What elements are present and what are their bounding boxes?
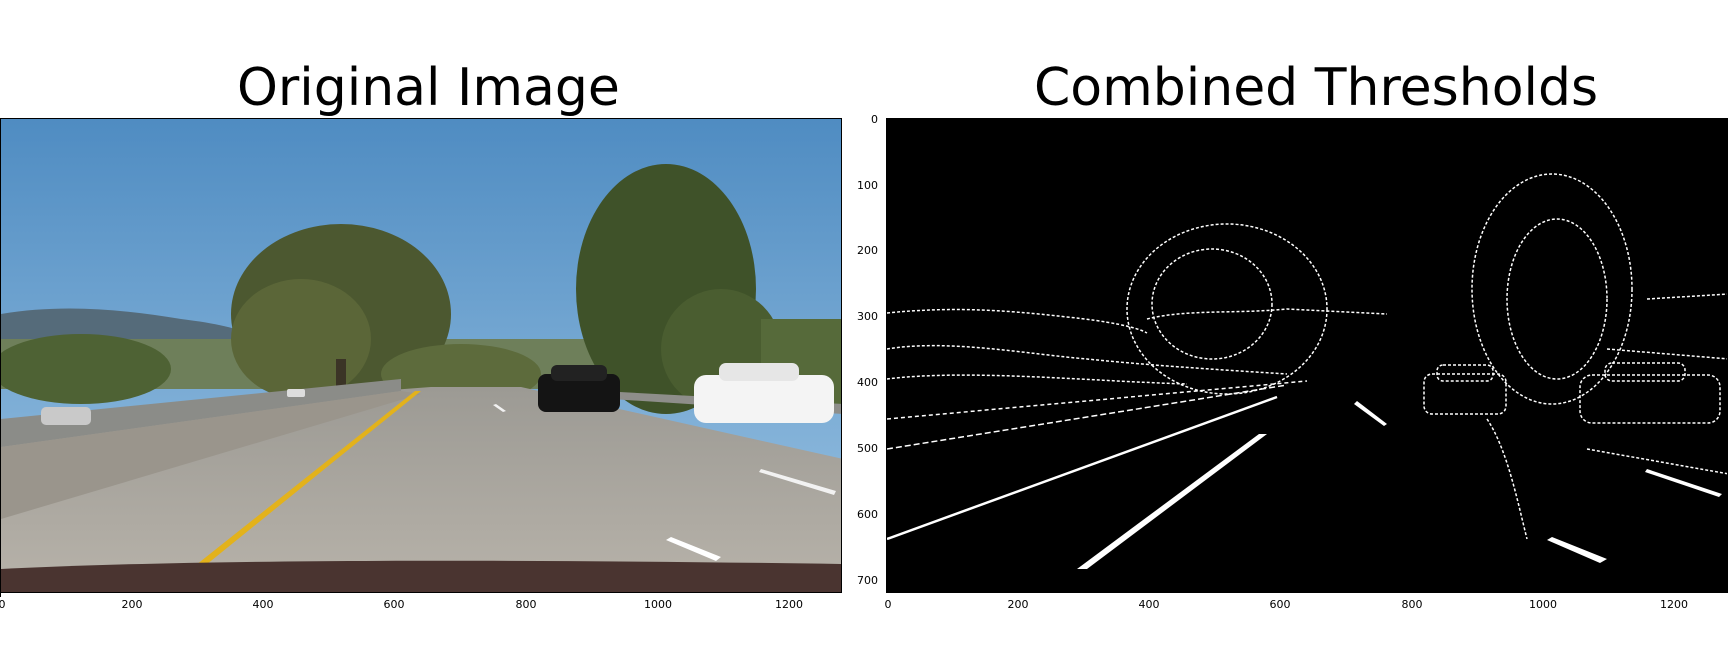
right-xtick: 0 (884, 598, 892, 611)
left-xtick: 600 (383, 598, 405, 611)
left-xtick: 400 (252, 598, 274, 611)
right-xtick: 800 (1401, 598, 1423, 611)
right-ytick: 200 (857, 244, 878, 257)
right-xtick: 400 (1138, 598, 1160, 611)
right-xtick: 1200 (1660, 598, 1688, 611)
right-xtick: 600 (1269, 598, 1291, 611)
original-image-panel (0, 118, 842, 593)
left-panel-title: Original Image (237, 58, 620, 118)
right-panel-title: Combined Thresholds (1034, 58, 1599, 118)
left-xtick: 0 (0, 598, 6, 611)
left-xtick: 200 (121, 598, 143, 611)
right-ytick: 700 (857, 574, 878, 587)
right-ytick: 300 (857, 310, 878, 323)
binary-threshold-image (887, 119, 1727, 592)
left-xtick: 1200 (775, 598, 803, 611)
original-road-image (1, 119, 841, 592)
left-xtick: 1000 (644, 598, 672, 611)
right-ytick: 0 (871, 113, 878, 126)
combined-thresholds-panel (886, 118, 1728, 593)
right-xtick: 1000 (1529, 598, 1557, 611)
right-ytick: 400 (857, 376, 878, 389)
right-ytick: 600 (857, 508, 878, 521)
right-xtick: 200 (1007, 598, 1029, 611)
right-ytick: 100 (857, 179, 878, 192)
left-xtick: 800 (515, 598, 537, 611)
right-ytick: 500 (857, 442, 878, 455)
